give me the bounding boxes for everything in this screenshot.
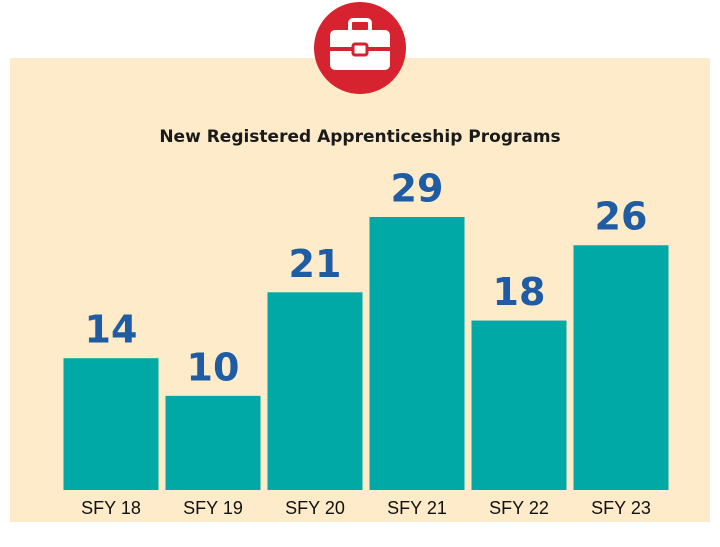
bar <box>165 395 261 490</box>
x-tick-label: SFY 22 <box>489 498 549 518</box>
x-tick-label: SFY 23 <box>591 498 651 518</box>
bar <box>573 245 669 490</box>
value-label: 14 <box>85 308 138 352</box>
x-tick-label: SFY 18 <box>81 498 141 518</box>
x-tick-label: SFY 21 <box>387 498 447 518</box>
value-label: 18 <box>493 270 546 314</box>
value-label: 10 <box>187 345 240 389</box>
bar <box>471 320 567 490</box>
bar <box>63 358 159 490</box>
chart-title: New Registered Apprenticeship Programs <box>159 127 560 147</box>
x-tick-label: SFY 20 <box>285 498 345 518</box>
value-label: 29 <box>391 167 444 211</box>
briefcase-icon <box>314 2 406 94</box>
bar <box>369 217 465 490</box>
value-label: 26 <box>595 195 648 239</box>
bar <box>267 292 363 490</box>
x-tick-label: SFY 19 <box>183 498 243 518</box>
value-label: 21 <box>289 242 342 286</box>
